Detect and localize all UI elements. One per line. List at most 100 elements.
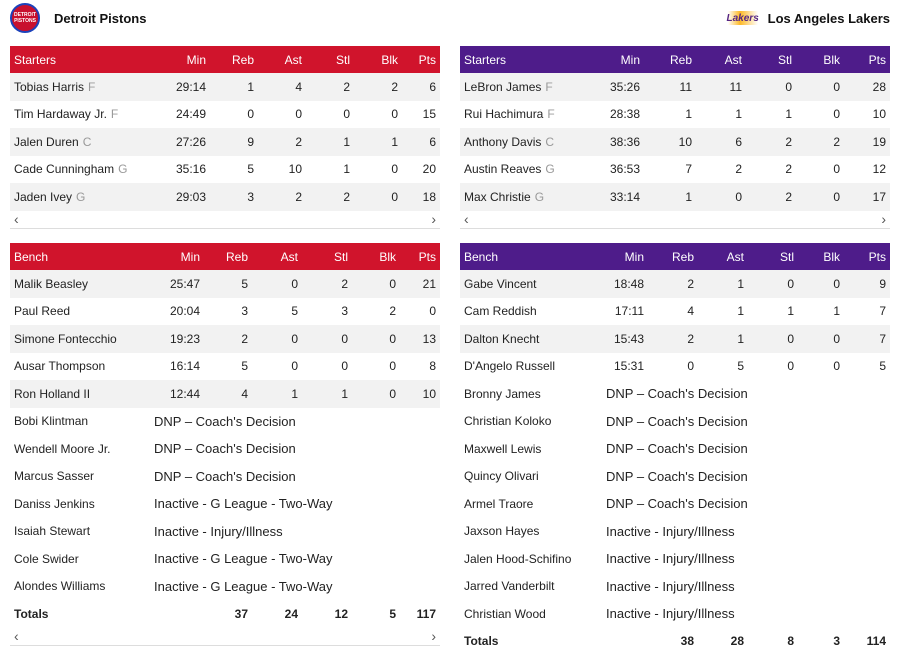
column-header[interactable]: Ast	[696, 46, 746, 73]
column-header[interactable]: Bench	[460, 243, 602, 270]
player-name-link[interactable]: Rui Hachimura	[464, 107, 544, 122]
stat-ast: 2	[258, 183, 306, 211]
home-team-name[interactable]: Detroit Pistons	[54, 10, 147, 26]
column-header[interactable]: Pts	[844, 243, 890, 270]
stat-min: 15:31	[613, 359, 644, 374]
column-header[interactable]: Stl	[748, 243, 798, 270]
table-row: Ron Holland II 12:44 4 1 1 0 10	[10, 380, 440, 408]
stat-reb: 4	[687, 304, 694, 319]
player-name-link[interactable]: Jalen Hood-Schifino	[464, 551, 572, 566]
home-bench-scrollbar[interactable]: ‹ ›	[10, 628, 440, 646]
player-name-link[interactable]: Cam Reddish	[464, 304, 537, 319]
column-header[interactable]: Pts	[400, 243, 440, 270]
player-name-link[interactable]: Anthony Davis	[464, 134, 542, 149]
totals-min	[602, 627, 648, 655]
table-row: Christian Wood Inactive - Injury/Illness	[460, 600, 890, 628]
stat-min: 36:53	[609, 162, 640, 177]
player-name-link[interactable]: Marcus Sasser	[14, 469, 95, 484]
stat-stl: 1	[343, 162, 350, 177]
player-name-link[interactable]: Armel Traore	[464, 496, 534, 511]
player-name-link[interactable]: Tim Hardaway Jr.	[14, 107, 107, 122]
player-cell: Jaden Ivey G	[10, 183, 160, 211]
away-starters-table: Starters Min Reb Ast Stl Blk Pts LeBron James F…	[460, 46, 890, 211]
player-name-link[interactable]: Cole Swider	[14, 551, 79, 566]
player-name-link[interactable]: Christian Wood	[464, 606, 546, 621]
scroll-right-icon[interactable]: ›	[431, 628, 436, 644]
player-name-link[interactable]: Daniss Jenkins	[14, 496, 95, 511]
player-name-link[interactable]: Bronny James	[464, 386, 541, 401]
player-name-link[interactable]: Ausar Thompson	[14, 359, 106, 374]
home-team-header: DETROIT PISTONS Detroit Pistons	[10, 0, 146, 36]
column-header[interactable]: Stl	[746, 46, 796, 73]
player-name-link[interactable]: Bobi Klintman	[14, 414, 89, 429]
player-status-note: Inactive - G League - Two-Way	[150, 572, 440, 600]
player-name-link[interactable]: Jaden Ivey	[14, 189, 73, 204]
column-header[interactable]: Pts	[402, 46, 440, 73]
player-position: G	[545, 162, 555, 177]
player-status-note: Inactive - Injury/Illness	[602, 545, 890, 573]
player-name-link[interactable]: Wendell Moore Jr.	[14, 441, 111, 456]
scroll-left-icon[interactable]: ‹	[14, 211, 19, 227]
column-header[interactable]: Reb	[210, 46, 258, 73]
column-header[interactable]: Min	[160, 46, 210, 73]
player-name-link[interactable]: Jalen Duren	[14, 134, 79, 149]
column-header[interactable]: Min	[602, 46, 644, 73]
player-name-link[interactable]: Gabe Vincent	[464, 276, 537, 291]
player-name-link[interactable]: Alondes Williams	[14, 579, 106, 594]
column-header[interactable]: Min	[602, 243, 648, 270]
stat-stl: 2	[306, 183, 354, 211]
column-header[interactable]: Blk	[796, 46, 844, 73]
column-header[interactable]: Min	[150, 243, 204, 270]
player-name-link[interactable]: Maxwell Lewis	[464, 441, 542, 456]
player-name-link[interactable]: Christian Koloko	[464, 414, 552, 429]
stat-stl: 0	[341, 359, 348, 374]
away-team-header: Lakers Los Angeles Lakers	[727, 0, 890, 36]
player-name-link[interactable]: Malik Beasley	[14, 276, 89, 291]
table-row: Armel Traore DNP – Coach's Decision	[460, 490, 890, 518]
away-starters-scrollbar[interactable]: ‹ ›	[460, 211, 890, 229]
column-header[interactable]: Blk	[354, 46, 402, 73]
player-name-link[interactable]: Paul Reed	[14, 304, 71, 319]
scroll-right-icon[interactable]: ›	[881, 211, 886, 227]
column-header[interactable]: Pts	[844, 46, 890, 73]
scroll-right-icon[interactable]: ›	[431, 211, 436, 227]
player-status-note: Inactive - Injury/Illness	[150, 517, 440, 545]
away-team-name[interactable]: Los Angeles Lakers	[767, 10, 890, 26]
player-name-link[interactable]: Quincy Olivari	[464, 469, 539, 484]
player-name-link[interactable]: Isaiah Stewart	[14, 524, 91, 539]
scroll-left-icon[interactable]: ‹	[14, 628, 19, 644]
column-header[interactable]: Blk	[798, 243, 844, 270]
player-name-link[interactable]: Jarred Vanderbilt	[464, 579, 555, 594]
column-header[interactable]: Stl	[306, 46, 354, 73]
scroll-left-icon[interactable]: ‹	[464, 211, 469, 227]
home-bench-panel: Bench Min Reb Ast Stl Blk Pts Malik Beasley 25:…	[10, 243, 440, 646]
stat-stl: 2	[306, 73, 354, 101]
player-name-link[interactable]: Max Christie	[464, 189, 531, 204]
stat-reb: 3	[241, 304, 248, 319]
player-position: F	[545, 79, 553, 94]
column-header[interactable]: Ast	[258, 46, 306, 73]
column-header[interactable]: Reb	[648, 243, 698, 270]
player-name-link[interactable]: D'Angelo Russell	[464, 359, 556, 374]
column-header[interactable]: Reb	[644, 46, 696, 73]
column-header[interactable]: Starters	[10, 46, 160, 73]
player-name-link[interactable]: Austin Reaves	[464, 162, 542, 177]
player-name-link[interactable]: Simone Fontecchio	[14, 331, 117, 346]
player-cell: Rui Hachimura F	[460, 101, 602, 129]
stat-ast: 5	[737, 359, 744, 374]
column-header[interactable]: Ast	[252, 243, 302, 270]
player-name-link[interactable]: LeBron James	[464, 79, 542, 94]
player-name-link[interactable]: Cade Cunningham	[14, 162, 115, 177]
column-header[interactable]: Blk	[352, 243, 400, 270]
player-name-link[interactable]: Jaxson Hayes	[464, 524, 540, 539]
column-header[interactable]: Ast	[698, 243, 748, 270]
column-header[interactable]: Bench	[10, 243, 150, 270]
player-name-link[interactable]: Dalton Knecht	[464, 331, 540, 346]
column-header[interactable]: Stl	[302, 243, 352, 270]
player-name-link[interactable]: Ron Holland II	[14, 386, 91, 401]
stat-ast: 5	[291, 304, 298, 319]
column-header[interactable]: Starters	[460, 46, 602, 73]
player-name-link[interactable]: Tobias Harris	[14, 79, 85, 94]
column-header[interactable]: Reb	[204, 243, 252, 270]
home-starters-scrollbar[interactable]: ‹ ›	[10, 211, 440, 229]
